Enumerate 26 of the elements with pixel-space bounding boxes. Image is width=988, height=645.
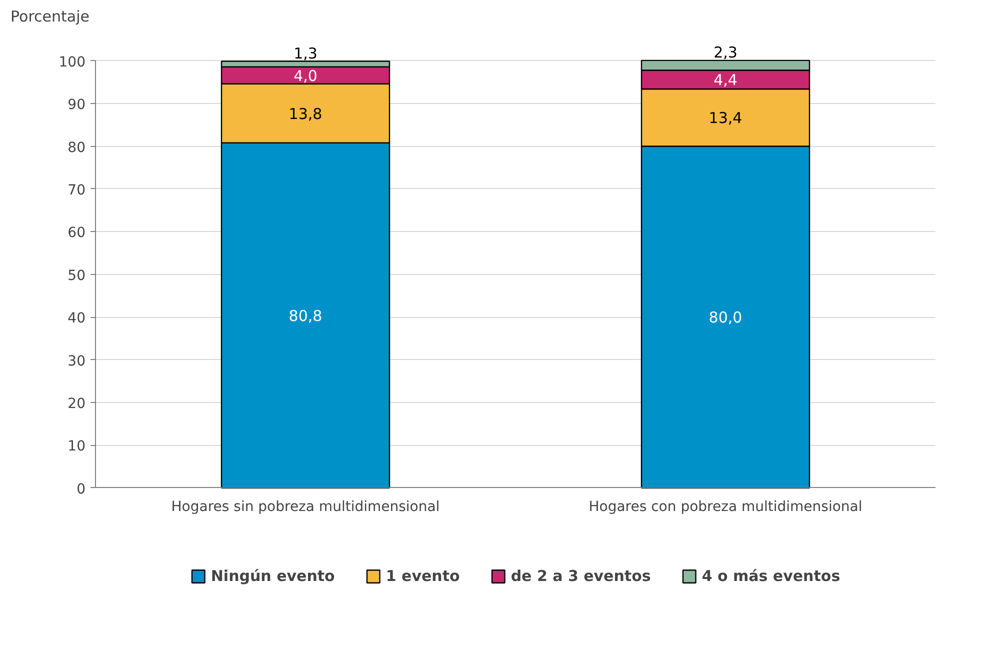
- x-tick-label: Hogares con pobreza multidimensional: [588, 498, 862, 515]
- legend-label: 4 o más eventos: [702, 567, 840, 585]
- x-tick-label: Hogares sin pobreza multidimensional: [171, 498, 440, 515]
- data-label: 80,0: [708, 308, 742, 327]
- y-tick-label: 100: [58, 54, 86, 70]
- y-tick-label: 10: [68, 438, 86, 455]
- y-axis-title: Porcentaje: [10, 8, 90, 26]
- y-tick-label: 20: [68, 396, 86, 412]
- y-tick-label: 90: [68, 97, 86, 114]
- y-tick-label: 50: [68, 268, 86, 284]
- data-label: 80,8: [288, 306, 322, 325]
- data-label: 4,0: [294, 66, 318, 85]
- data-label: 1,3: [294, 44, 318, 62]
- legend-label: 1 evento: [386, 567, 460, 585]
- data-label: 4,4: [714, 71, 738, 90]
- legend-label: Ningún evento: [210, 567, 335, 585]
- y-tick-label: 0: [76, 481, 86, 498]
- legend-label: de 2 a 3 eventos: [510, 567, 651, 585]
- y-tick-label: 40: [68, 310, 86, 327]
- data-label: 13,8: [288, 104, 322, 123]
- y-tick-label: 80: [68, 140, 86, 156]
- y-tick-label: 60: [68, 225, 86, 242]
- data-label: 2,3: [714, 43, 738, 62]
- y-tick-label: 30: [68, 353, 86, 370]
- y-tick-label: 70: [68, 182, 86, 198]
- data-label: 13,4: [708, 109, 742, 128]
